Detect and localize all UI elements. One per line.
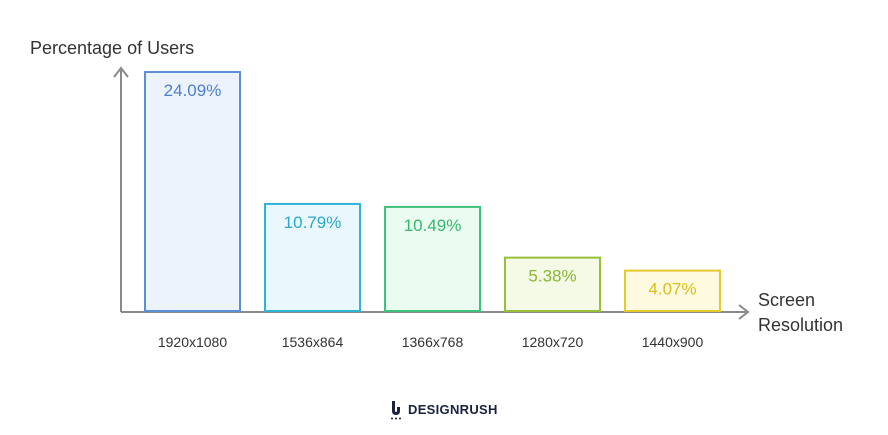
bars-group: 24.09% 1920x1080 10.79% 1536x864 10.49% 1366x… (144, 71, 721, 350)
x-tick-label: 1536x864 (282, 334, 344, 350)
bar-value-label: 24.09% (164, 81, 222, 100)
x-axis-label-line-1: Screen (758, 290, 815, 310)
bar-value-label: 4.07% (648, 280, 696, 299)
designrush-brand: DESIGNRUSH (388, 398, 498, 420)
x-tick-label: 1366x768 (402, 334, 464, 350)
x-axis-arrow-icon (738, 304, 750, 320)
bar-value-label: 10.79% (284, 213, 342, 232)
x-axis-label-line-2: Resolution (758, 315, 843, 335)
bar-1920x1080 (144, 71, 241, 312)
bar-value-label: 5.38% (528, 267, 576, 286)
bar-1280x720 (504, 256, 601, 313)
bar-value-label: 10.49% (404, 216, 462, 235)
bar-1440x900 (624, 269, 721, 312)
x-tick-label: 1440x900 (642, 334, 704, 350)
bar-1366x768 (384, 205, 481, 312)
bar-1536x864 (264, 202, 361, 312)
y-axis-label: Percentage of Users (30, 38, 194, 58)
x-tick-label: 1920x1080 (158, 334, 228, 350)
y-axis-arrow-icon (113, 66, 129, 78)
brand-name: DESIGNRUSH (408, 401, 498, 417)
x-tick-label: 1280x720 (522, 334, 584, 350)
designrush-logo-icon (391, 401, 401, 420)
